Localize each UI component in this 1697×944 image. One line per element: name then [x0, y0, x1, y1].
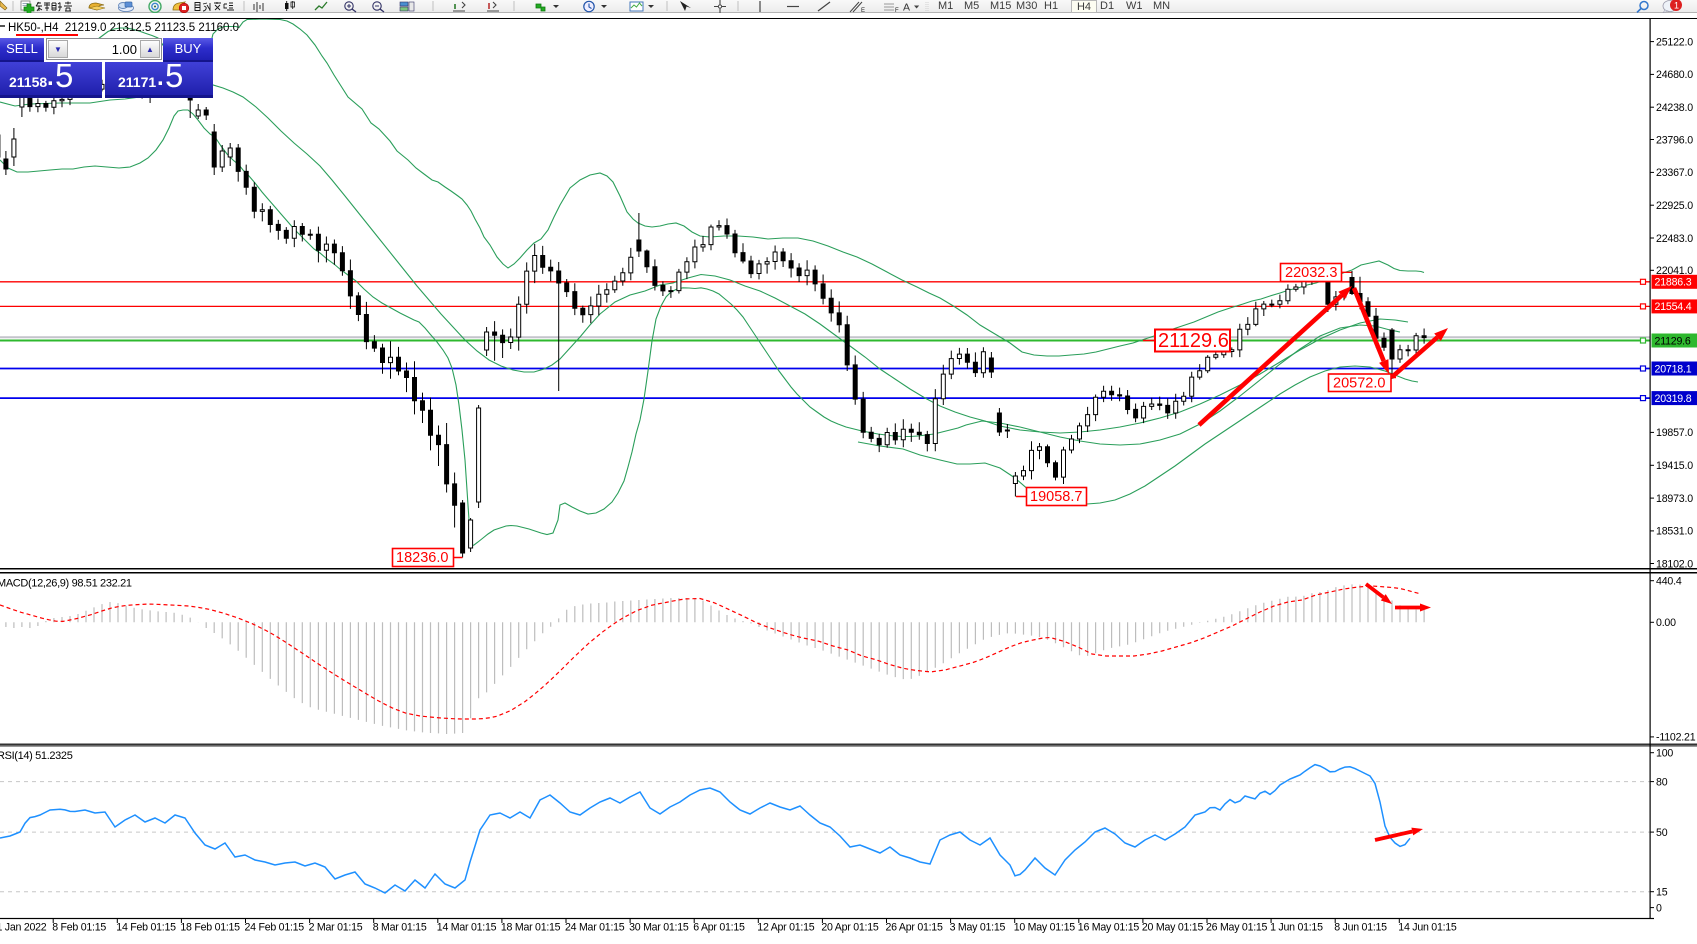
svg-text:22483.0: 22483.0 — [1656, 233, 1693, 245]
svg-text:18973.0: 18973.0 — [1656, 493, 1693, 505]
svg-text:24 Feb 01:15: 24 Feb 01:15 — [245, 922, 305, 934]
svg-text:0: 0 — [1656, 902, 1662, 914]
svg-text:24 Mar 01:15: 24 Mar 01:15 — [565, 922, 625, 934]
svg-text:10 May 01:15: 10 May 01:15 — [1014, 922, 1076, 934]
svg-text:20319.8: 20319.8 — [1655, 393, 1692, 405]
svg-text:19857.0: 19857.0 — [1656, 427, 1693, 439]
svg-text:16 May 01:15: 16 May 01:15 — [1078, 922, 1140, 934]
svg-text:2 Mar 01:15: 2 Mar 01:15 — [309, 922, 363, 934]
svg-text:1 Jun 01:15: 1 Jun 01:15 — [1270, 922, 1323, 934]
svg-text:26 Apr 01:15: 26 Apr 01:15 — [886, 922, 943, 934]
svg-text:22032.3: 22032.3 — [1285, 265, 1337, 281]
svg-text:18102.0: 18102.0 — [1656, 558, 1693, 570]
svg-text:14 Jun 01:15: 14 Jun 01:15 — [1398, 922, 1457, 934]
svg-text:100: 100 — [1656, 748, 1673, 760]
svg-text:21129.6: 21129.6 — [1655, 335, 1691, 347]
svg-text:3 May 01:15: 3 May 01:15 — [950, 922, 1006, 934]
svg-text:20 May 01:15: 20 May 01:15 — [1142, 922, 1204, 934]
svg-text:26 May 01:15: 26 May 01:15 — [1206, 922, 1268, 934]
svg-text:F: F — [895, 8, 899, 13]
svg-text:23367.0: 23367.0 — [1656, 167, 1693, 179]
svg-text:1: 1 — [1674, 1, 1679, 11]
svg-text:22925.0: 22925.0 — [1656, 200, 1693, 212]
svg-text:8 Jun 01:15: 8 Jun 01:15 — [1334, 922, 1387, 934]
svg-text:E: E — [861, 8, 865, 13]
svg-text:21886.3: 21886.3 — [1655, 277, 1692, 289]
svg-text:MACD(12,26,9) 98.51 232.21: MACD(12,26,9) 98.51 232.21 — [0, 578, 132, 590]
svg-text:25122.0: 25122.0 — [1656, 36, 1693, 48]
svg-text:21129.6: 21129.6 — [1158, 330, 1229, 352]
svg-text:50: 50 — [1656, 827, 1668, 839]
svg-text:18236.0: 18236.0 — [396, 550, 448, 566]
svg-text:-1102.21: -1102.21 — [1656, 732, 1696, 744]
svg-text:20572.0: 20572.0 — [1333, 376, 1385, 392]
svg-text:18 Feb 01:15: 18 Feb 01:15 — [180, 922, 240, 934]
svg-text:21554.4: 21554.4 — [1655, 301, 1692, 313]
svg-text:0.00: 0.00 — [1656, 617, 1676, 629]
svg-text:24238.0: 24238.0 — [1656, 102, 1693, 114]
svg-text:14 Mar 01:15: 14 Mar 01:15 — [437, 922, 497, 934]
svg-text:6 Apr 01:15: 6 Apr 01:15 — [693, 922, 745, 934]
svg-text:440.4: 440.4 — [1656, 576, 1682, 588]
svg-text:20 Apr 01:15: 20 Apr 01:15 — [821, 922, 878, 934]
svg-text:RSI(14) 51.2325: RSI(14) 51.2325 — [0, 750, 73, 762]
svg-text:19415.0: 19415.0 — [1656, 460, 1693, 472]
svg-text:30 Mar 01:15: 30 Mar 01:15 — [629, 922, 689, 934]
svg-text:12 Apr 01:15: 12 Apr 01:15 — [757, 922, 814, 934]
svg-text:23796.0: 23796.0 — [1656, 134, 1693, 146]
svg-text:19058.7: 19058.7 — [1030, 489, 1082, 505]
svg-text:20718.1: 20718.1 — [1655, 363, 1692, 375]
svg-text:8 Mar 01:15: 8 Mar 01:15 — [373, 922, 427, 934]
svg-text:31 Jan 2022: 31 Jan 2022 — [0, 922, 47, 934]
svg-text:18 Mar 01:15: 18 Mar 01:15 — [501, 922, 561, 934]
svg-text:A: A — [903, 2, 910, 14]
svg-text:8 Feb 01:15: 8 Feb 01:15 — [52, 922, 106, 934]
svg-text:15: 15 — [1656, 887, 1668, 899]
svg-text:24680.0: 24680.0 — [1656, 69, 1693, 81]
svg-text:18531.0: 18531.0 — [1656, 526, 1693, 538]
svg-text:14 Feb 01:15: 14 Feb 01:15 — [116, 922, 176, 934]
svg-text:80: 80 — [1656, 776, 1668, 788]
